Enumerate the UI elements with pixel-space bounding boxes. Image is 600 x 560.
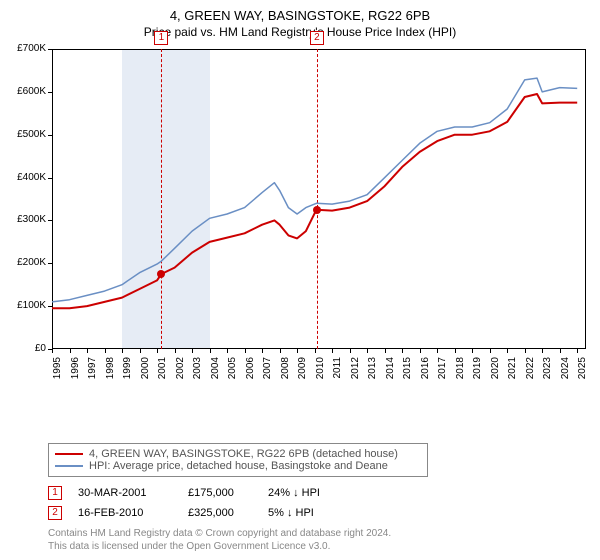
legend-swatch	[55, 453, 83, 455]
chart-area: £0£100K£200K£300K£400K£500K£600K£700K199…	[8, 43, 592, 403]
sales-table: 1 30-MAR-2001 £175,000 24% ↓ HPI 2 16-FE…	[48, 483, 592, 523]
series-layer	[8, 43, 592, 403]
figure-subtitle: Price paid vs. HM Land Registry's House …	[8, 25, 592, 39]
sale-price: £325,000	[188, 507, 268, 519]
legend-item: HPI: Average price, detached house, Basi…	[55, 460, 421, 472]
sale-date: 30-MAR-2001	[78, 487, 188, 499]
legend-label: HPI: Average price, detached house, Basi…	[89, 460, 388, 472]
legend: 4, GREEN WAY, BASINGSTOKE, RG22 6PB (det…	[48, 443, 428, 477]
sale-index-box: 1	[48, 486, 62, 500]
figure-title: 4, GREEN WAY, BASINGSTOKE, RG22 6PB	[8, 8, 592, 23]
series-hpi	[52, 78, 577, 302]
footer-line: This data is licensed under the Open Gov…	[48, 540, 592, 553]
sale-row: 1 30-MAR-2001 £175,000 24% ↓ HPI	[48, 483, 592, 503]
legend-item: 4, GREEN WAY, BASINGSTOKE, RG22 6PB (det…	[55, 448, 421, 460]
footer-line: Contains HM Land Registry data © Crown c…	[48, 527, 592, 540]
legend-label: 4, GREEN WAY, BASINGSTOKE, RG22 6PB (det…	[89, 448, 398, 460]
sale-row: 2 16-FEB-2010 £325,000 5% ↓ HPI	[48, 503, 592, 523]
sale-price: £175,000	[188, 487, 268, 499]
legend-swatch	[55, 465, 83, 467]
sale-hpi: 5% ↓ HPI	[268, 507, 378, 519]
sale-date: 16-FEB-2010	[78, 507, 188, 519]
sale-hpi: 24% ↓ HPI	[268, 487, 378, 499]
series-price_paid	[52, 94, 577, 308]
footer: Contains HM Land Registry data © Crown c…	[48, 527, 592, 553]
sale-index-box: 2	[48, 506, 62, 520]
figure: 4, GREEN WAY, BASINGSTOKE, RG22 6PB Pric…	[0, 0, 600, 560]
